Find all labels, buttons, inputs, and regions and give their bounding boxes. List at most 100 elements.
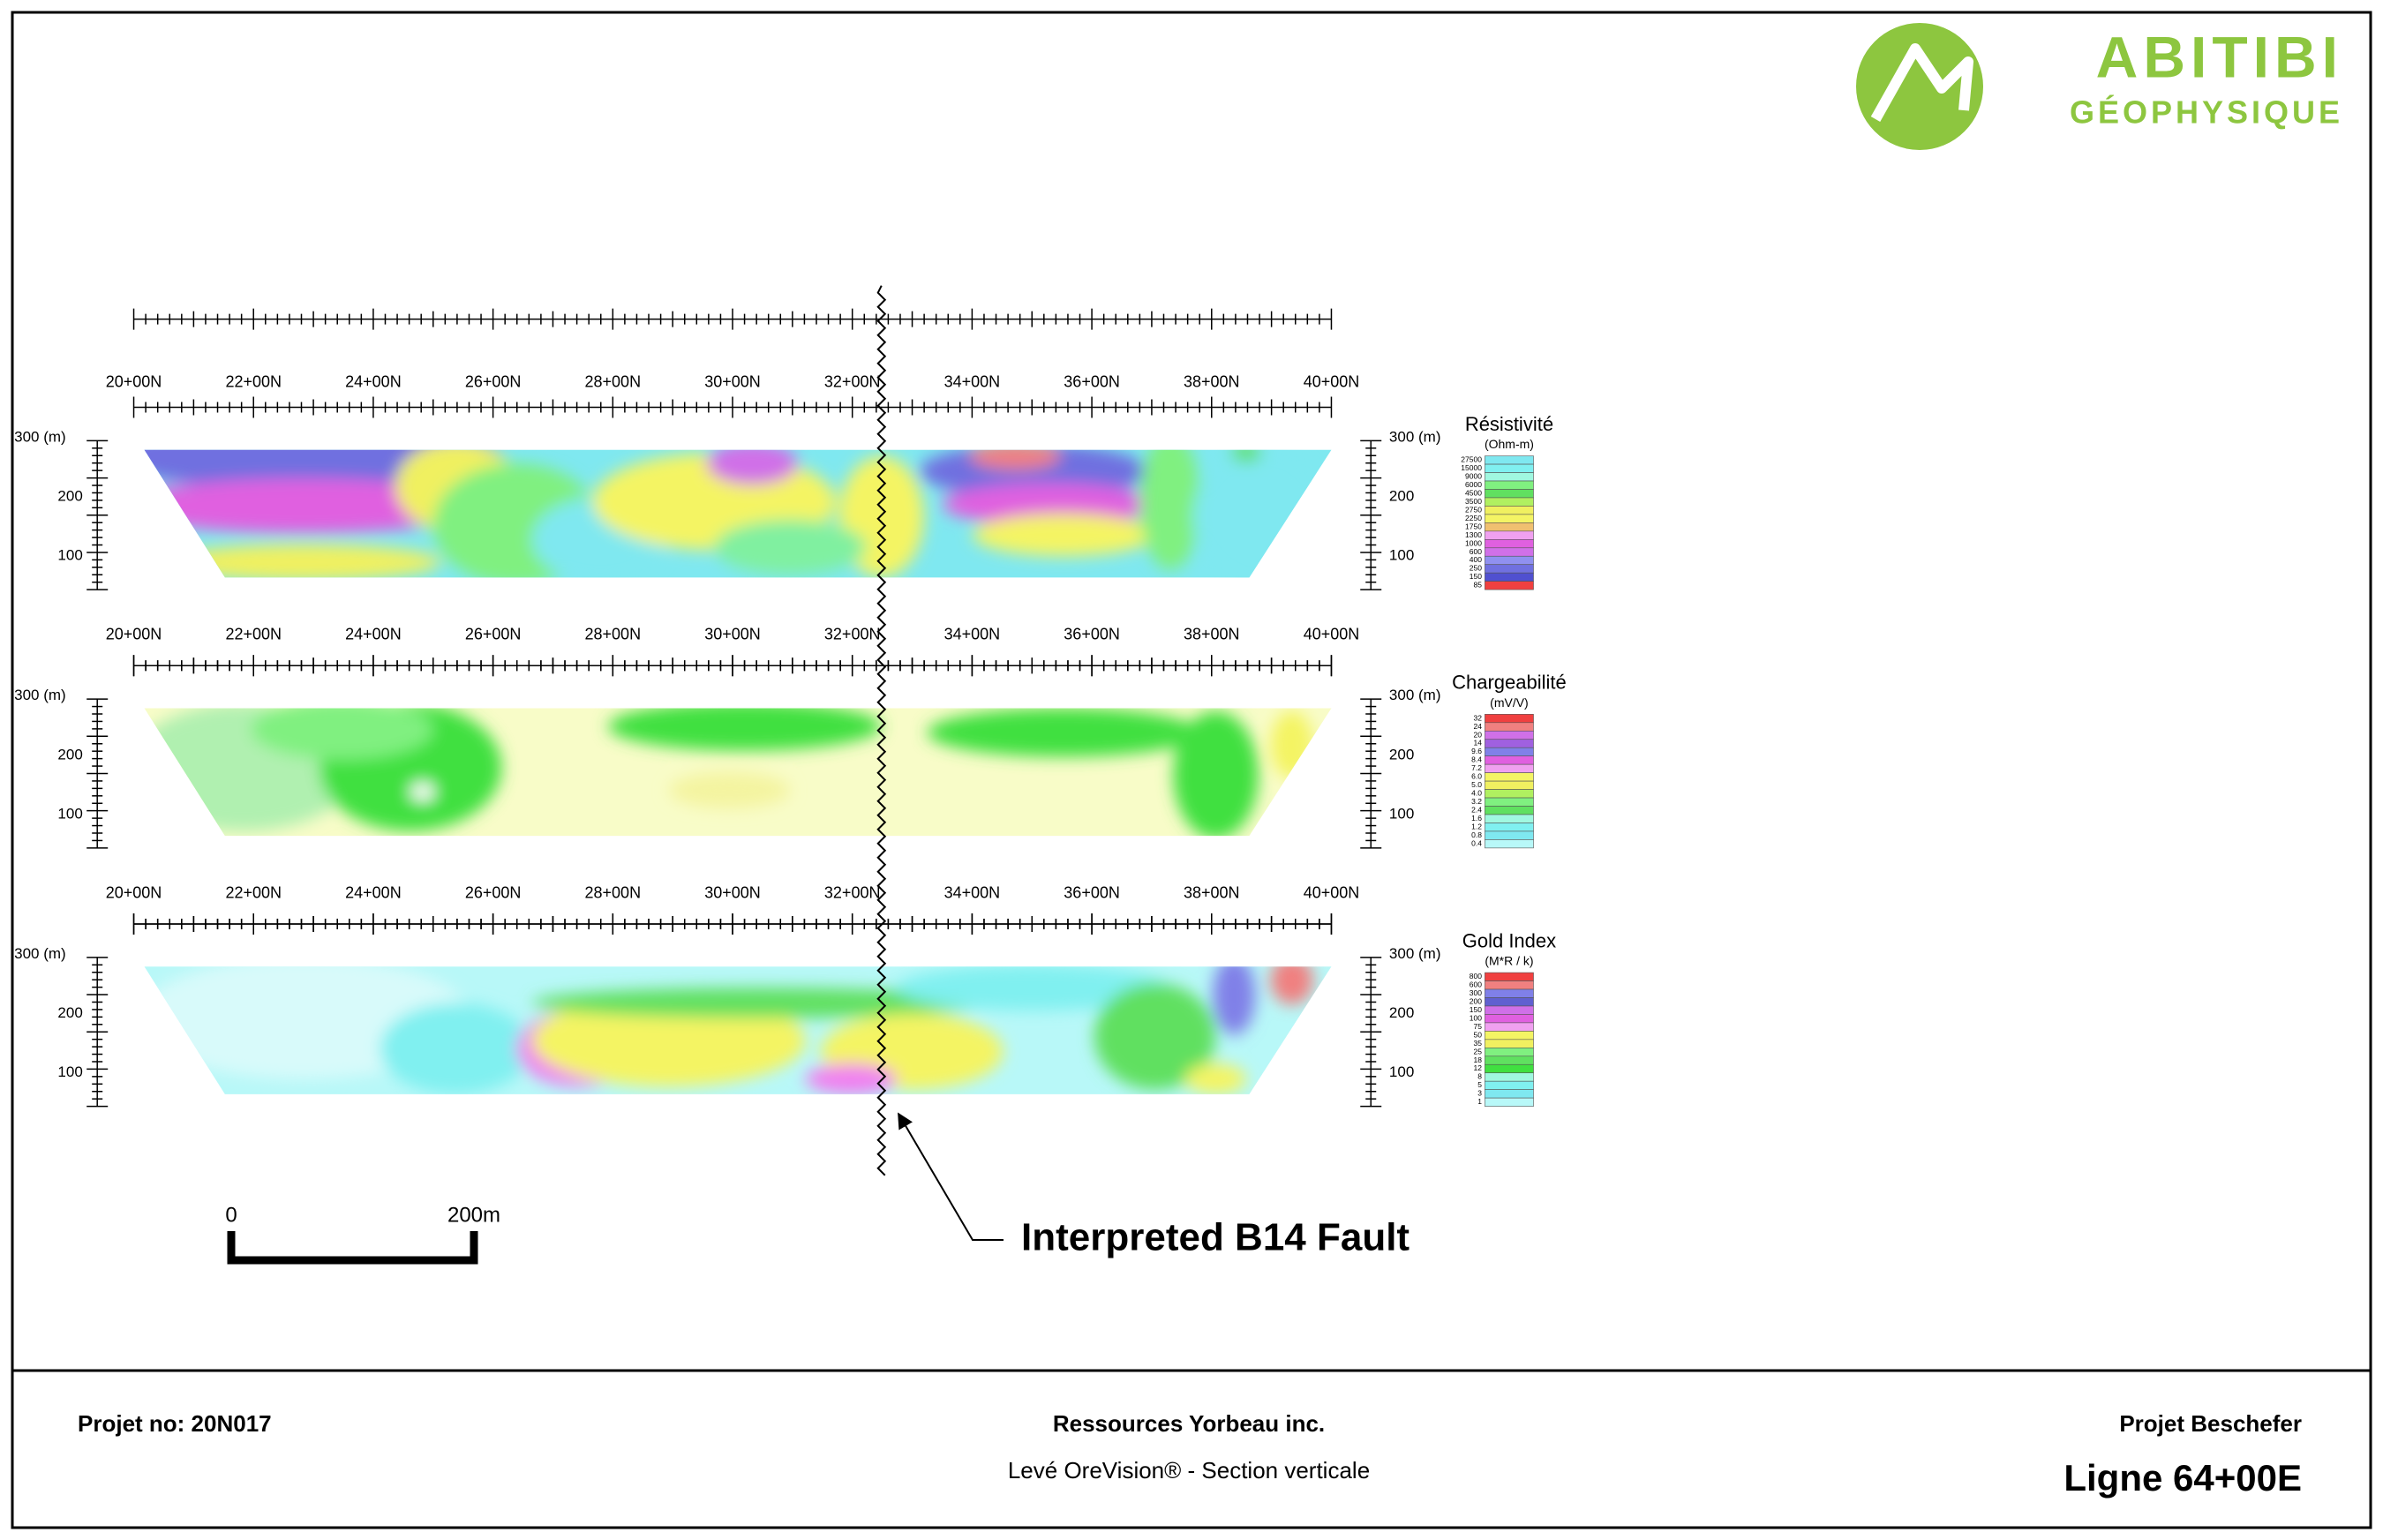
station-label: 24+00N	[345, 373, 402, 391]
contour-zone	[410, 782, 435, 801]
legend-swatch	[1485, 1055, 1534, 1065]
project-no: Projet no: 20N017	[78, 1410, 272, 1437]
station-label: 26+00N	[465, 626, 522, 643]
legend-swatch	[1485, 1080, 1534, 1090]
station-label: 36+00N	[1064, 626, 1120, 643]
legend-unit: (M*R / k)	[1485, 954, 1533, 968]
legend-label: 5.0	[1471, 780, 1482, 789]
station-label: 36+00N	[1064, 883, 1120, 901]
legend-swatch	[1485, 514, 1534, 523]
contour-zone	[927, 708, 1201, 757]
station-label: 34+00N	[944, 626, 1001, 643]
contour-zone	[1270, 966, 1313, 1005]
legend-swatch	[1485, 714, 1534, 724]
legend-swatch	[1485, 814, 1534, 823]
contour-zone	[1270, 710, 1313, 778]
legend-label: 600	[1470, 980, 1482, 989]
legend-label: 20	[1473, 730, 1482, 739]
legend-label: 24	[1473, 722, 1482, 731]
legend-swatch	[1485, 497, 1534, 507]
depth-label: 200	[57, 488, 82, 505]
legend-swatch	[1485, 555, 1534, 566]
contour-zone	[714, 519, 867, 575]
contour-zone	[1094, 983, 1216, 1090]
legend-label: 150	[1470, 572, 1482, 581]
legend-label: 3500	[1465, 497, 1482, 506]
logo-icon	[1870, 43, 1973, 122]
contour-zone	[1185, 1063, 1247, 1094]
depth-label: 300 (m)	[1389, 687, 1441, 703]
contour-zone	[973, 514, 1155, 557]
legend-label: 27500	[1461, 455, 1482, 464]
depth-label: 100	[1389, 805, 1414, 822]
legend-label: 85	[1473, 581, 1482, 590]
station-label: 38+00N	[1184, 373, 1240, 391]
depth-label: 100	[1389, 1063, 1414, 1080]
legend-label: 12	[1473, 1063, 1482, 1072]
legend-label: 150	[1470, 1005, 1482, 1014]
legend-label: 18	[1473, 1055, 1482, 1064]
depth-label: 100	[1389, 547, 1414, 564]
legend-swatch	[1485, 530, 1534, 540]
section-0	[144, 449, 1332, 578]
legend-swatch	[1485, 1063, 1534, 1074]
legend-label: 300	[1470, 988, 1482, 997]
legend-swatch	[1485, 997, 1534, 1007]
scale-bar-line	[227, 1231, 478, 1265]
legend-swatch	[1485, 972, 1534, 981]
section-1	[144, 708, 1332, 837]
legend-label: 9.6	[1471, 747, 1482, 755]
station-label: 26+00N	[465, 883, 522, 901]
legend-label: 1.2	[1471, 822, 1482, 830]
legend-swatch	[1485, 763, 1534, 773]
annotation: Interpreted B14 Fault	[1021, 1216, 1410, 1259]
sections: 20+00N 22+00N 24+00N 26+00N 28+00N 30+00N 32+0…	[14, 308, 1567, 1108]
depth-label: 300 (m)	[14, 945, 66, 962]
legend-swatch	[1485, 730, 1534, 740]
legend-swatch	[1485, 1031, 1534, 1040]
station-label: 40+00N	[1304, 626, 1360, 643]
depth-label: 200	[57, 746, 82, 762]
legend-label: 14	[1473, 739, 1482, 747]
contour-zone	[1230, 449, 1262, 462]
station-label: 34+00N	[944, 373, 1001, 391]
depth-label: 100	[57, 805, 82, 822]
legend-label: 1750	[1465, 522, 1482, 530]
legend-label: 0.4	[1471, 838, 1482, 847]
legend-swatch	[1485, 839, 1534, 849]
client: Ressources Yorbeau inc.	[1053, 1410, 1325, 1437]
legend-label: 600	[1470, 547, 1482, 556]
legend-swatch	[1485, 806, 1534, 815]
station-label: 38+00N	[1184, 883, 1240, 901]
legend-label: 15000	[1461, 463, 1482, 472]
legend-swatch	[1485, 472, 1534, 482]
station-label: 24+00N	[345, 883, 402, 901]
legend-label: 200	[1470, 996, 1482, 1005]
legend-swatch	[1485, 539, 1534, 549]
legend-label: 1300	[1465, 530, 1482, 539]
legend-swatch	[1485, 1048, 1534, 1057]
legend-label: 2750	[1465, 505, 1482, 514]
legend-swatch	[1485, 772, 1534, 782]
legend-swatch	[1485, 780, 1534, 790]
legend-swatch	[1485, 480, 1534, 490]
depth-label: 300 (m)	[1389, 428, 1441, 445]
station-label: 32+00N	[824, 883, 881, 901]
station-label: 40+00N	[1304, 883, 1360, 901]
depth-label: 200	[1389, 1004, 1414, 1021]
scale-bar: 0 200m	[225, 1203, 500, 1265]
legend-swatch	[1485, 980, 1534, 990]
depth-label: 200	[1389, 488, 1414, 505]
contour-zone	[531, 988, 989, 1018]
annotation-arrow	[898, 1112, 1004, 1241]
depth-label: 300 (m)	[14, 687, 66, 703]
legend-swatch	[1485, 1005, 1534, 1015]
line-name: Ligne 64+00E	[2064, 1457, 2302, 1499]
legend-swatch	[1485, 1039, 1534, 1048]
scale-start: 0	[225, 1203, 237, 1227]
contour-zone	[144, 478, 487, 534]
legend-label: 4.0	[1471, 789, 1482, 798]
legend-swatch	[1485, 1097, 1534, 1107]
legend-title: Gold Index	[1462, 929, 1556, 951]
